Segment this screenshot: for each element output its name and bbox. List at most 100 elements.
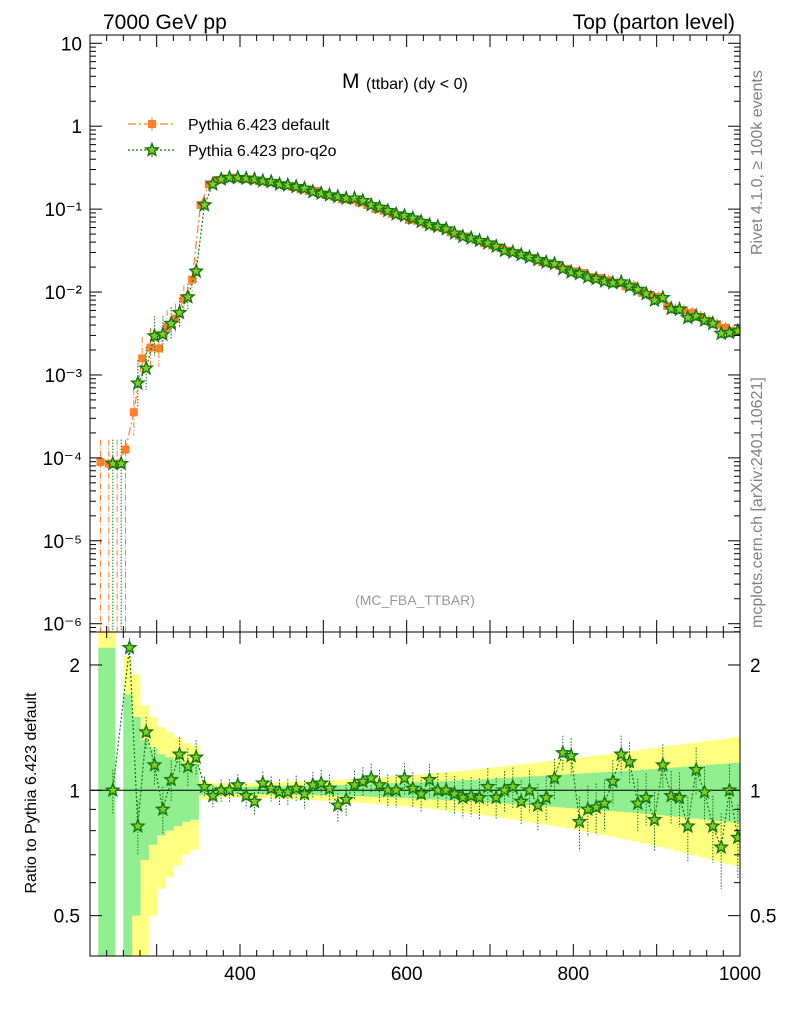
ratio-band-green xyxy=(181,763,191,822)
data-point xyxy=(121,445,130,454)
ratio-data-point xyxy=(238,787,255,803)
data-point xyxy=(154,344,163,353)
ratio-data-point xyxy=(146,756,163,772)
data-point xyxy=(213,176,222,185)
ratio-y-axis-label: Ratio to Pythia 6.423 default xyxy=(23,692,40,894)
data-point xyxy=(679,306,688,315)
ratio-band-green xyxy=(515,777,524,805)
ratio-data-point xyxy=(713,838,730,855)
ratio-frame xyxy=(89,631,741,957)
data-point xyxy=(529,251,546,267)
ratio-data-point xyxy=(696,783,713,799)
watermark-label: (MC_FBA_TTBAR) xyxy=(355,592,475,608)
data-point xyxy=(688,307,705,323)
legend-label: Pythia 6.423 default xyxy=(188,117,330,134)
ratio-data-point xyxy=(646,811,663,827)
data-point xyxy=(571,265,588,281)
ratio-y-tick-label-right: 1 xyxy=(750,781,761,802)
data-point xyxy=(138,359,155,376)
data-point xyxy=(504,243,521,260)
ratio-band-green xyxy=(123,694,133,956)
ratio-data-point xyxy=(321,780,338,796)
data-point xyxy=(696,312,705,321)
plot-title-sub: (ttbar) (dy < 0) xyxy=(366,76,468,93)
ratio-data-point xyxy=(613,745,630,762)
header-left-label: 7000 GeV pp xyxy=(103,11,227,34)
data-point xyxy=(346,196,355,205)
ratio-band-green xyxy=(148,748,158,845)
ratio-data-point xyxy=(604,773,621,789)
ratio-data-point xyxy=(521,781,538,798)
data-point xyxy=(596,272,613,289)
data-point xyxy=(238,175,247,184)
ratio-band-green xyxy=(640,769,649,814)
ratio-data-point xyxy=(554,744,571,760)
ratio-band-green xyxy=(573,773,583,809)
data-point xyxy=(454,228,471,244)
main-y-tick-label: 10⁻³ xyxy=(45,366,83,387)
ratio-data-point xyxy=(254,774,271,791)
data-point xyxy=(346,189,363,206)
data-point xyxy=(296,185,305,194)
data-point xyxy=(438,220,455,236)
x-tick-label: 600 xyxy=(391,964,423,985)
series-line xyxy=(100,176,735,465)
data-point xyxy=(396,207,413,223)
data-point xyxy=(354,198,363,207)
ratio-plot-panel: 400 600 800 1000 0.5 0.5 1 1 2 2 Ratio to Pythia … xyxy=(23,631,776,985)
ratio-band-green xyxy=(565,774,574,808)
ratio-data-point xyxy=(704,817,721,834)
legend-label: Pythia 6.423 pro-q2o xyxy=(188,143,337,160)
ratio-data-point xyxy=(446,785,463,801)
ratio-data-point xyxy=(104,781,121,798)
main-y-tick-label: 10⁻¹ xyxy=(45,200,83,221)
ratio-data-point xyxy=(188,748,205,765)
ratio-data-point xyxy=(404,780,421,796)
data-point xyxy=(163,315,180,331)
data-point xyxy=(513,246,530,262)
data-point xyxy=(446,224,463,240)
ratio-y-tick-label: 0.5 xyxy=(54,907,80,928)
ratio-y-tick-label: 2 xyxy=(69,656,80,677)
ratio-data-point xyxy=(688,761,705,777)
data-point xyxy=(129,408,138,417)
ratio-data-point xyxy=(571,813,588,829)
ratio-data-point xyxy=(496,781,513,798)
ratio-data-point xyxy=(154,800,171,817)
data-point xyxy=(429,218,446,234)
data-point xyxy=(646,291,655,300)
data-point xyxy=(463,229,480,246)
data-point xyxy=(329,188,346,204)
data-point xyxy=(338,195,347,204)
ratio-band-green xyxy=(98,647,108,956)
ratio-band-green xyxy=(681,766,691,818)
ratio-data-point xyxy=(179,758,196,774)
ratio-data-point xyxy=(229,776,246,792)
data-point xyxy=(488,237,505,254)
x-tick-label: 1000 xyxy=(719,964,761,985)
data-point xyxy=(688,308,697,317)
data-point xyxy=(313,184,330,201)
data-point xyxy=(554,260,571,276)
data-point xyxy=(254,172,271,188)
ratio-data-point xyxy=(721,781,738,798)
ratio-band-green xyxy=(548,775,558,807)
data-point xyxy=(671,301,688,317)
ratio-data-point xyxy=(671,789,688,805)
ratio-data-point xyxy=(196,778,213,794)
data-point xyxy=(279,176,296,192)
ratio-data-point xyxy=(246,793,263,809)
ratio-band-green xyxy=(631,770,641,813)
data-point xyxy=(554,261,563,270)
ratio-data-point xyxy=(263,780,280,796)
data-point xyxy=(538,253,555,270)
data-point xyxy=(171,304,188,320)
data-point xyxy=(563,263,580,280)
data-point xyxy=(288,178,305,194)
ratio-data-point xyxy=(596,794,613,811)
ratio-data-point xyxy=(479,778,496,794)
ratio-band-green xyxy=(165,757,174,831)
data-point xyxy=(238,169,255,186)
data-point xyxy=(188,275,197,284)
